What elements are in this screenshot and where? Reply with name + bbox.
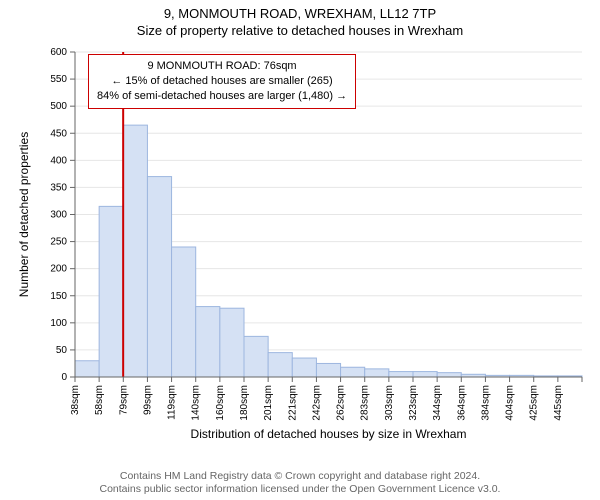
svg-text:425sqm: 425sqm — [529, 385, 540, 421]
footer-line-1: Contains HM Land Registry data © Crown c… — [0, 470, 600, 483]
histogram-bar — [172, 247, 196, 377]
svg-text:262sqm: 262sqm — [336, 385, 347, 421]
histogram-bar — [365, 369, 389, 377]
histogram-bar — [123, 125, 147, 377]
svg-text:79sqm: 79sqm — [118, 385, 129, 415]
histogram-bar — [75, 361, 99, 377]
annotation-line: 9 MONMOUTH ROAD: 76sqm — [97, 59, 347, 74]
svg-text:180sqm: 180sqm — [239, 385, 250, 421]
svg-text:445sqm: 445sqm — [553, 385, 564, 421]
svg-text:99sqm: 99sqm — [142, 385, 153, 415]
svg-text:250: 250 — [50, 237, 67, 248]
svg-text:160sqm: 160sqm — [215, 385, 226, 421]
svg-text:364sqm: 364sqm — [456, 385, 467, 421]
svg-text:384sqm: 384sqm — [480, 385, 491, 421]
svg-text:150: 150 — [50, 291, 67, 302]
histogram-bar — [244, 336, 268, 377]
histogram-bar — [268, 353, 292, 377]
svg-text:242sqm: 242sqm — [311, 385, 322, 421]
y-axis-label: Number of detached properties — [17, 132, 31, 297]
svg-text:221sqm: 221sqm — [287, 385, 298, 421]
histogram-bar — [99, 206, 123, 377]
svg-text:119sqm: 119sqm — [167, 385, 178, 420]
footer-line-2: Contains public sector information licen… — [0, 483, 600, 496]
svg-text:344sqm: 344sqm — [432, 385, 443, 421]
histogram-chart: 0 50 100 150 200 250 300 350 400 450 500 550 600 38sq… — [10, 42, 590, 442]
svg-text:500: 500 — [50, 101, 67, 112]
svg-text:140sqm: 140sqm — [191, 385, 202, 421]
histogram-bar — [292, 358, 316, 377]
annotation-line: 84% of semi-detached houses are larger (… — [97, 89, 347, 104]
svg-text:38sqm: 38sqm — [70, 385, 81, 415]
svg-text:350: 350 — [50, 182, 67, 193]
svg-text:303sqm: 303sqm — [384, 385, 395, 421]
page-title-address: 9, MONMOUTH ROAD, WREXHAM, LL12 7TP — [0, 0, 600, 21]
histogram-bar — [220, 308, 244, 377]
histogram-bar — [341, 367, 365, 377]
svg-text:100: 100 — [50, 318, 67, 329]
svg-text:0: 0 — [61, 372, 67, 383]
svg-text:283sqm: 283sqm — [360, 385, 371, 421]
histogram-bar — [389, 372, 413, 377]
svg-text:50: 50 — [56, 345, 68, 356]
svg-text:200: 200 — [50, 264, 67, 275]
svg-text:404sqm: 404sqm — [505, 385, 516, 421]
svg-text:400: 400 — [50, 155, 67, 166]
svg-text:300: 300 — [50, 210, 67, 221]
svg-text:201sqm: 201sqm — [263, 385, 274, 421]
histogram-bar — [413, 372, 437, 377]
svg-text:550: 550 — [50, 74, 67, 85]
page-title-sub: Size of property relative to detached ho… — [0, 21, 600, 38]
histogram-bar — [316, 363, 340, 377]
svg-text:450: 450 — [50, 128, 67, 139]
annotation-line: ← 15% of detached houses are smaller (26… — [97, 74, 347, 89]
svg-text:58sqm: 58sqm — [94, 385, 105, 415]
footer-attribution: Contains HM Land Registry data © Crown c… — [0, 470, 600, 496]
svg-text:600: 600 — [50, 47, 67, 58]
svg-text:323sqm: 323sqm — [408, 385, 419, 421]
histogram-bar — [437, 373, 461, 377]
histogram-bar — [147, 177, 171, 377]
x-axis-label: Distribution of detached houses by size … — [191, 427, 467, 441]
histogram-bar — [196, 307, 220, 377]
annotation-box: 9 MONMOUTH ROAD: 76sqm← 15% of detached … — [88, 54, 356, 109]
